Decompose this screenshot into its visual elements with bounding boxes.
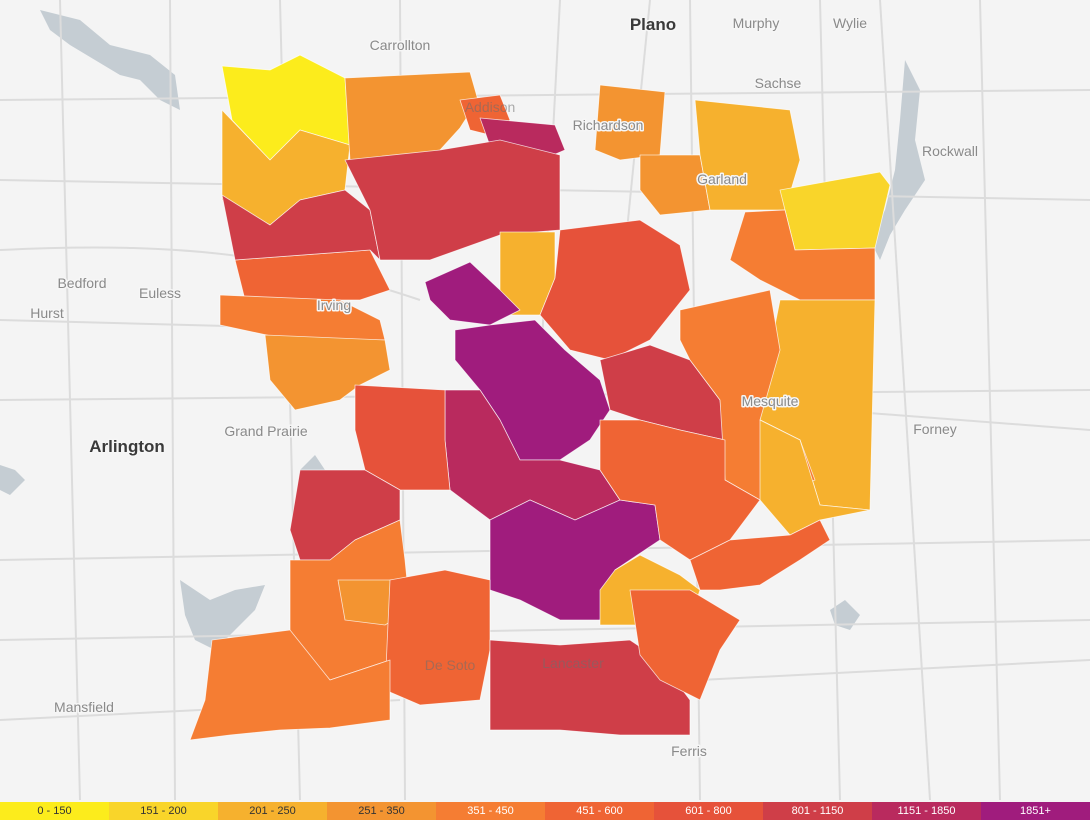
road	[59, 0, 81, 800]
city-label-hurst: Hurst	[30, 305, 64, 321]
city-label-euless: Euless	[139, 285, 181, 301]
legend-bin: 1851+	[981, 802, 1090, 820]
city-label-mesquite: Mesquite	[742, 393, 799, 409]
city-label-carrollton: Carrollton	[370, 37, 431, 53]
map-canvas[interactable]: Plano Murphy Wylie Carrollton Sachse Richards…	[0, 0, 1090, 800]
city-label-arlington: Arlington	[89, 437, 165, 456]
city-label-de-soto: De Soto	[425, 657, 476, 673]
city-label-forney: Forney	[913, 421, 957, 437]
legend-bin: 451 - 600	[545, 802, 654, 820]
zone-irving-south[interactable]	[264, 334, 391, 411]
zone-desoto[interactable]	[384, 569, 491, 706]
lake-lewisville	[40, 10, 180, 110]
legend-bar: 0 - 150 151 - 200 201 - 250 251 - 350 351 - …	[0, 802, 1090, 820]
legend-bin: 601 - 800	[654, 802, 763, 820]
road	[0, 619, 1090, 641]
road	[879, 0, 931, 800]
zone-lancaster-east[interactable]	[629, 589, 741, 701]
legend-bin: 151 - 200	[109, 802, 218, 820]
lake-ray-hubbard	[870, 60, 925, 260]
road	[699, 659, 1090, 681]
legend-bin: 801 - 1150	[763, 802, 872, 820]
city-label-wylie: Wylie	[833, 15, 867, 31]
city-label-richardson: Richardson	[573, 117, 644, 133]
road	[169, 0, 176, 800]
zone-love-field[interactable]	[424, 261, 521, 326]
city-label-grand-prairie: Grand Prairie	[224, 423, 307, 439]
legend-bin: 1151 - 1850	[872, 802, 981, 820]
legend-bin: 351 - 450	[436, 802, 545, 820]
zone-lancaster[interactable]	[489, 639, 691, 736]
city-label-plano: Plano	[630, 15, 676, 34]
zone-se-orange-2[interactable]	[689, 519, 831, 591]
zone-south-magenta[interactable]	[489, 499, 661, 621]
zip-code-zones	[189, 54, 891, 741]
city-label-irving: Irving	[317, 297, 351, 313]
city-labels: Plano Murphy Wylie Carrollton Sachse Richards…	[29, 14, 980, 761]
city-label-mansfield: Mansfield	[54, 699, 114, 715]
city-label-lancaster: Lancaster	[542, 655, 604, 671]
joe-pool-lake	[180, 580, 265, 650]
city-label-addison: Addison	[465, 99, 516, 115]
zone-west-red[interactable]	[354, 384, 451, 491]
zone-garland-west[interactable]	[639, 154, 711, 216]
zone-southwest[interactable]	[189, 629, 391, 741]
legend-bin: 251 - 350	[327, 802, 436, 820]
city-label-ferris: Ferris	[671, 743, 707, 759]
legend-bin: 201 - 250	[218, 802, 327, 820]
choropleth-map[interactable]: Plano Murphy Wylie Carrollton Sachse Richards…	[0, 0, 1090, 800]
road	[0, 89, 1090, 101]
city-label-rockwall: Rockwall	[922, 143, 978, 159]
zone-mesquite-east[interactable]	[759, 419, 871, 536]
lake-east	[830, 600, 860, 630]
city-label-murphy: Murphy	[733, 15, 780, 31]
city-label-garland: Garland	[697, 171, 747, 187]
road	[979, 0, 1001, 800]
legend-bin: 0 - 150	[0, 802, 109, 820]
lake-west-fork	[0, 465, 25, 495]
city-label-bedford: Bedford	[57, 275, 106, 291]
zone-lake-area[interactable]	[539, 219, 691, 361]
city-label-sachse: Sachse	[755, 75, 802, 91]
